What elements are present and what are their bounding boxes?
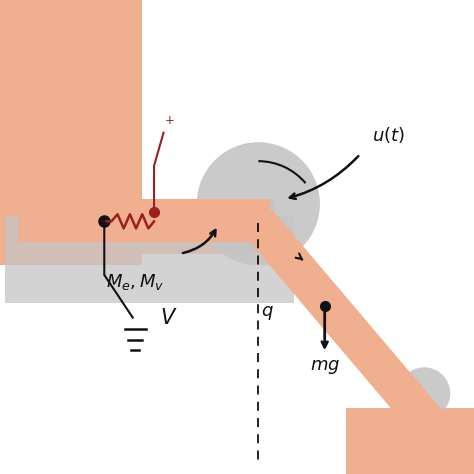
- Polygon shape: [19, 199, 270, 242]
- Bar: [0, 0, 142, 265]
- Circle shape: [197, 142, 320, 265]
- Polygon shape: [244, 210, 446, 439]
- Text: $M_e, M_v$: $M_e, M_v$: [106, 272, 164, 292]
- Circle shape: [398, 367, 450, 419]
- Text: $V$: $V$: [160, 308, 177, 328]
- Bar: [0, 199, 275, 254]
- Bar: [346, 408, 474, 474]
- Text: $mg$: $mg$: [310, 358, 340, 376]
- Bar: [5, 216, 294, 303]
- Text: $^+$: $^+$: [162, 114, 175, 132]
- Text: $q$: $q$: [262, 304, 274, 322]
- Text: $u(t)$: $u(t)$: [372, 125, 405, 145]
